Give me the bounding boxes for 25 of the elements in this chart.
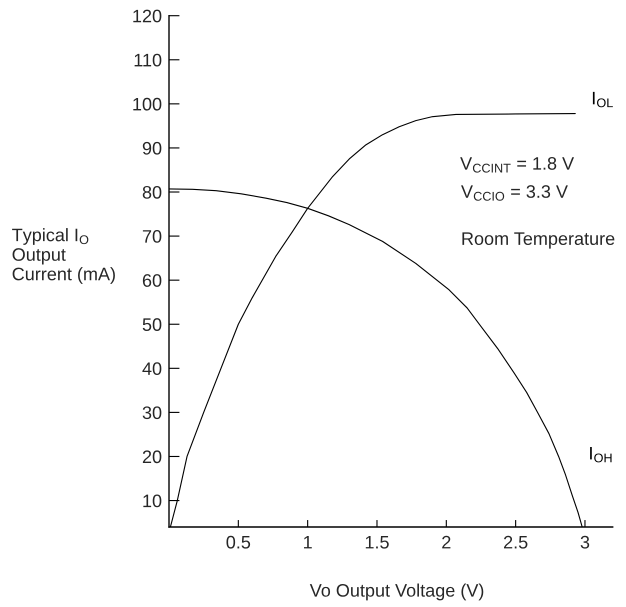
y-tick-label: 20 bbox=[142, 450, 162, 464]
series-label: I$_{OL}$ bbox=[592, 92, 613, 108]
y-tick-label: 10 bbox=[143, 494, 162, 508]
x-tick-label: 1 bbox=[304, 536, 312, 548]
annotation: V$_{CCIO}$ = 3.3 V bbox=[461, 185, 568, 201]
y-tick-label: 100 bbox=[133, 98, 162, 111]
y-axis-title: Typical I$_{O}$ Output Current (mA) bbox=[12, 228, 115, 284]
y-tick-label: 70 bbox=[142, 230, 162, 243]
x-axis-title: Vo Output Voltage (V) bbox=[310, 584, 484, 600]
annotation: V$_{CCINT}$ = 1.8 V bbox=[460, 157, 574, 173]
x-tick-label: 3 bbox=[580, 536, 590, 549]
y-tick-label: 60 bbox=[142, 274, 162, 287]
annotation: Room Temperature bbox=[462, 232, 614, 249]
x-tick-label: 0.5 bbox=[226, 536, 250, 549]
series-label: I$_{OH}$ bbox=[590, 446, 612, 462]
y-tick-label: 110 bbox=[134, 54, 162, 66]
x-tick-label: 1.5 bbox=[366, 536, 389, 549]
x-tick-label: 2.5 bbox=[504, 536, 528, 549]
y-tick-label: 50 bbox=[142, 318, 162, 331]
y-tick-label: 30 bbox=[142, 406, 162, 420]
y-tick-label: 120 bbox=[133, 10, 162, 22]
x-tick-label: 2 bbox=[442, 536, 450, 548]
y-tick-label: 80 bbox=[142, 186, 162, 199]
y-tick-label: 90 bbox=[142, 142, 162, 155]
y-tick-label: 40 bbox=[142, 362, 162, 376]
